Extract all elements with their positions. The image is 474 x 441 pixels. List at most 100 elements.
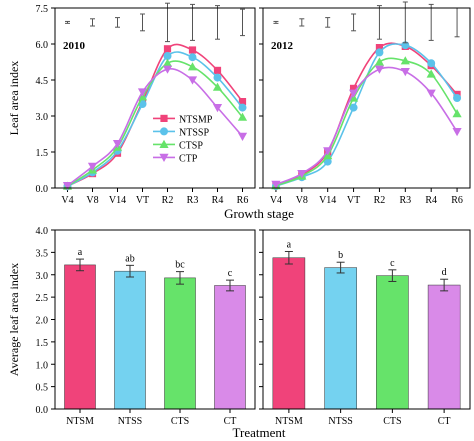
x-tick-label: V4 [270,195,282,206]
y-tick-label: 3.0 [36,271,49,282]
point-CTSP [237,112,248,121]
bar-letter-CTS: bc [175,260,185,271]
x-tick-label: V14 [109,195,126,206]
y-axis-label: Average leaf area index [7,263,21,376]
line-chart-2012: V4 V8 V14 VT R2 R3 R4 R6 2012 [259,1,463,206]
legend-label-NTSMP: NTSMP [179,114,213,125]
treatment-label: Treatment [233,425,286,440]
x-tick-label-CTS: CTS [171,416,189,427]
point-NTSMP [238,98,247,106]
point-NTSMP [375,44,384,52]
bar-NTSM [272,257,306,410]
y-tick-label: 7.5 [36,4,49,15]
y-tick-label: 3.0 [36,112,49,123]
point-CTP [426,89,436,98]
point-NTSSP [375,48,384,57]
bar-CTS [164,277,196,410]
bar-letter-NTSS: ab [125,253,134,264]
x-tick-label: R6 [237,195,249,206]
legend-marker-CTSP [159,139,169,148]
bar-frame-2010-average [54,229,256,410]
bar-NTSM [64,264,96,410]
x-tick-label: R2 [374,195,386,206]
x-tick-label: R6 [451,195,463,206]
x-tick-label: VT [136,195,149,206]
point-NTSSP [427,59,436,68]
point-CTP [137,88,148,97]
bar-CT [427,284,461,410]
point-CTP [212,104,223,113]
bar-letter-CT: c [228,268,233,279]
bar-letter-NTSM: a [287,239,292,250]
y-tick-label: 4.0 [36,226,49,237]
x-tick-label-NTSS: NTSS [118,416,142,427]
bar-frame-2012-average [262,229,471,410]
series-line-CTP [275,66,458,186]
x-tick-label: V4 [61,195,73,206]
point-CTSP [212,82,223,91]
line-frame-2010 [54,7,256,189]
line-frame-2012 [262,7,471,189]
x-tick-label: R3 [399,195,411,206]
point-CTSP [374,57,385,66]
point-NTSSP [349,103,358,112]
y-tick-label: 3.5 [36,248,49,259]
point-NTSSP [188,53,197,62]
point-CTP [323,147,333,156]
x-tick-label-CT: CT [224,416,237,427]
growth-stage-label: Growth stage [224,206,294,221]
point-CTP [237,132,248,141]
legend-label-CTP: CTP [179,153,198,164]
x-tick-label-CTS: CTS [383,416,401,427]
y-axis-label: Leaf area index [7,61,21,136]
bar-chart-2010-average: 0.0 0.5 1.0 1.5 2.0 2.5 3.0 3.5 4.0 a NTSM ab NTSS bc… [7,226,246,427]
bar-letter-CT: d [442,267,447,278]
y-tick-label: 2.0 [36,316,49,327]
point-CTSP [452,109,462,118]
point-CTP [452,128,462,137]
panel-title-2010: 2010 [63,40,86,52]
x-tick-label: R2 [162,195,174,206]
point-CTP [271,180,281,189]
point-NTSSP [163,52,172,60]
bar-NTSS [114,270,146,410]
point-NTSMP [188,46,197,54]
point-NTSMP [163,45,172,53]
x-tick-label: VT [347,195,360,206]
point-CTP [400,68,410,77]
y-tick-label: 0.5 [36,383,49,394]
point-NTSSP [453,94,462,102]
legend-marker-CTP [159,153,169,162]
point-NTSSP [213,73,222,82]
x-tick-label: R3 [187,195,199,206]
point-NTSMP [349,84,358,92]
y-tick-label: 1.5 [36,148,49,159]
point-CTP [62,182,73,191]
x-tick-label: V14 [319,195,336,206]
legend-label-NTSSP: NTSSP [179,127,209,138]
point-NTSSP [238,103,247,112]
x-tick-label: R4 [425,195,437,206]
panels: 0.0 1.5 3.0 4.5 6.0 7.5 V4 V8 V14 VT R2 R3 R4 R6 2010 N… [7,1,471,427]
point-CTSP [162,58,173,67]
y-tick-label: 1.0 [36,360,49,371]
bar-CTS [376,275,409,410]
panel-title-2012: 2012 [271,40,294,52]
bar-chart-2012-average: a NTSM b NTSS c CTS d CT [259,229,461,427]
x-tick-label-NTSM: NTSM [275,416,303,427]
point-CTP [87,162,98,171]
x-tick-label-NTSM: NTSM [66,416,94,427]
x-tick-label: V8 [296,195,308,206]
bar-letter-NTSM: a [78,247,83,258]
x-tick-label-NTSS: NTSS [328,416,352,427]
point-CTP [348,89,359,98]
point-CTP [162,65,173,74]
y-tick-label: 6.0 [36,40,49,51]
y-tick-label: 2.5 [36,293,49,304]
line-chart-2010: 0.0 1.5 3.0 4.5 6.0 7.5 V4 V8 V14 VT R2 R3 R4 R6 2010 N… [7,2,249,206]
y-tick-label: 1.5 [36,338,49,349]
point-CTSP [400,56,410,65]
x-tick-label: V8 [86,195,98,206]
point-CTSP [426,69,436,78]
